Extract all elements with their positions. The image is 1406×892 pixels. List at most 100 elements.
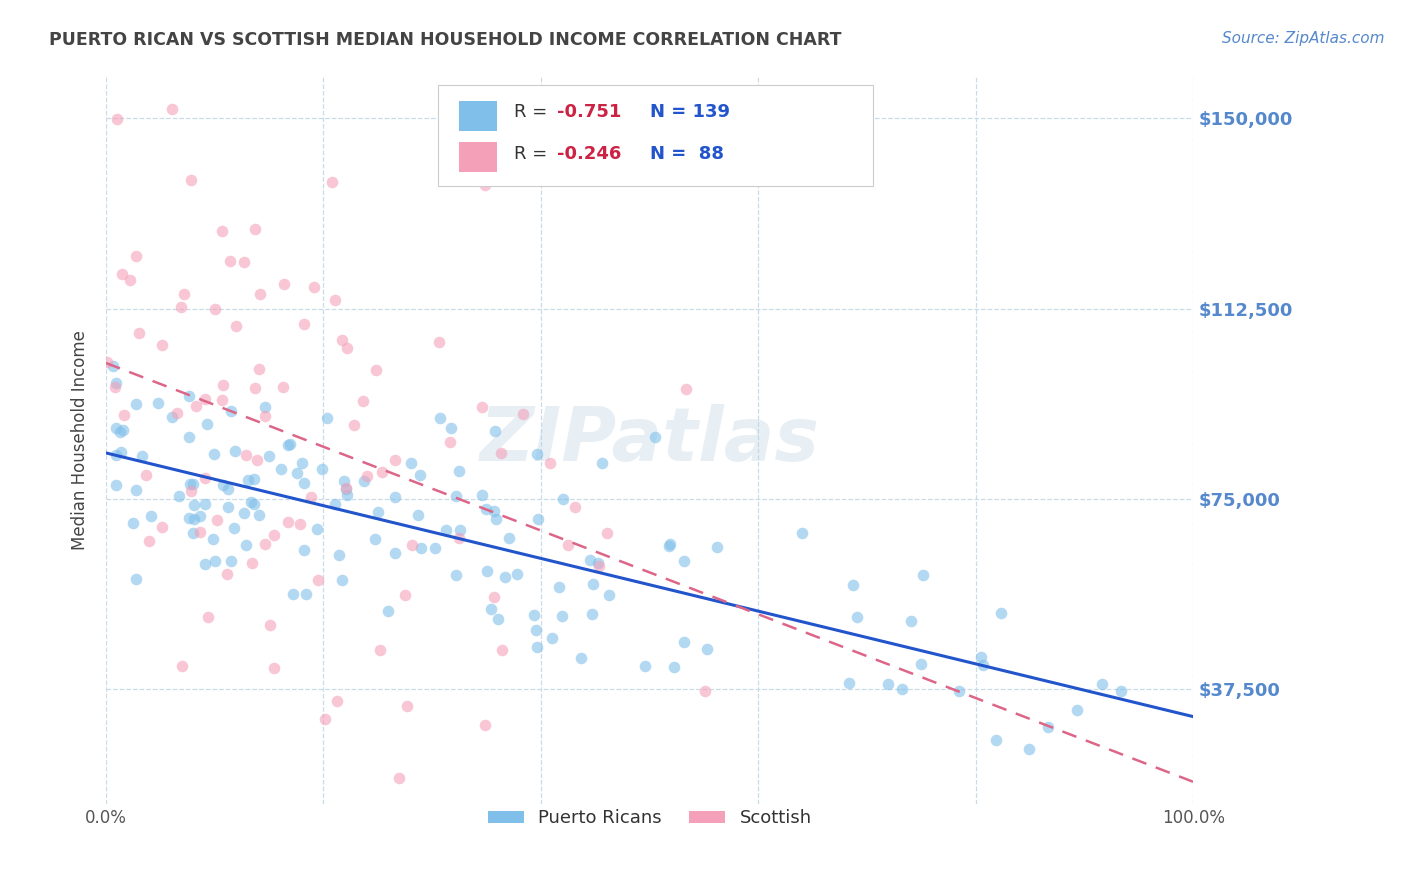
Point	[569, 651, 592, 665]
Point	[307, 573, 329, 587]
Point	[588, 559, 610, 574]
Point	[401, 456, 423, 470]
Point	[166, 406, 188, 420]
Legend: Puerto Ricans, Scottish: Puerto Ricans, Scottish	[481, 802, 818, 835]
Point	[658, 537, 681, 551]
Point	[184, 399, 207, 413]
Point	[235, 448, 257, 462]
Point	[104, 420, 127, 434]
Point	[219, 554, 242, 568]
Point	[367, 505, 389, 519]
Point	[446, 567, 468, 582]
Point	[489, 445, 512, 459]
Text: -0.246: -0.246	[557, 145, 621, 163]
Point	[540, 631, 562, 645]
Point	[494, 570, 516, 584]
Point	[180, 173, 202, 187]
Point	[105, 477, 128, 491]
Point	[259, 449, 281, 463]
Point	[384, 490, 406, 504]
Point	[328, 549, 350, 563]
Point	[486, 612, 509, 626]
Point	[553, 491, 575, 506]
Point	[910, 657, 932, 672]
Point	[479, 602, 502, 616]
Point	[170, 300, 193, 314]
Y-axis label: Median Household Income: Median Household Income	[72, 331, 89, 550]
Point	[470, 401, 492, 415]
Point	[890, 681, 912, 696]
Point	[224, 444, 246, 458]
Point	[475, 501, 498, 516]
Point	[292, 543, 315, 558]
Point	[278, 437, 301, 451]
Point	[524, 623, 547, 637]
Point	[579, 553, 602, 567]
Point	[368, 642, 391, 657]
Point	[194, 557, 217, 571]
Point	[122, 516, 145, 530]
Point	[239, 495, 262, 509]
Point	[1109, 684, 1132, 698]
Point	[194, 392, 217, 406]
Point	[243, 222, 266, 236]
Point	[291, 456, 314, 470]
Point	[564, 500, 586, 515]
Point	[423, 541, 446, 555]
Point	[205, 512, 228, 526]
Point	[526, 447, 548, 461]
Point	[446, 489, 468, 503]
Point	[792, 526, 814, 541]
Point	[243, 497, 266, 511]
Point	[211, 224, 233, 238]
Point	[218, 482, 240, 496]
Point	[211, 392, 233, 407]
Point	[179, 477, 201, 491]
Point	[96, 355, 118, 369]
Point	[204, 554, 226, 568]
Point	[245, 381, 267, 395]
Text: N = 139: N = 139	[650, 103, 730, 121]
Point	[263, 528, 285, 542]
Point	[183, 526, 205, 541]
Point	[409, 541, 432, 556]
Point	[353, 475, 375, 489]
Point	[838, 676, 860, 690]
Point	[160, 410, 183, 425]
Point	[253, 409, 276, 424]
Point	[377, 603, 399, 617]
Point	[138, 534, 160, 549]
Point	[877, 677, 900, 691]
Point	[249, 287, 271, 301]
Text: N =  88: N = 88	[650, 145, 724, 163]
Point	[235, 539, 257, 553]
FancyBboxPatch shape	[437, 85, 873, 186]
Point	[160, 102, 183, 116]
Point	[1036, 721, 1059, 735]
Point	[900, 614, 922, 628]
Point	[498, 531, 520, 545]
Point	[366, 363, 388, 377]
Point	[484, 424, 506, 438]
Point	[125, 249, 148, 263]
Point	[315, 411, 337, 425]
Point	[333, 474, 356, 488]
Point	[1066, 703, 1088, 717]
Point	[551, 608, 574, 623]
Point	[538, 456, 561, 470]
Text: Source: ZipAtlas.com: Source: ZipAtlas.com	[1222, 31, 1385, 46]
Point	[434, 523, 457, 537]
Point	[285, 466, 308, 480]
Point	[247, 362, 270, 376]
Point	[270, 462, 292, 476]
Point	[139, 508, 162, 523]
Point	[439, 435, 461, 450]
Point	[335, 481, 357, 495]
Point	[447, 464, 470, 478]
Point	[321, 175, 343, 189]
Point	[439, 421, 461, 435]
Point	[222, 521, 245, 535]
Point	[232, 255, 254, 269]
Point	[401, 538, 423, 552]
Point	[218, 254, 240, 268]
